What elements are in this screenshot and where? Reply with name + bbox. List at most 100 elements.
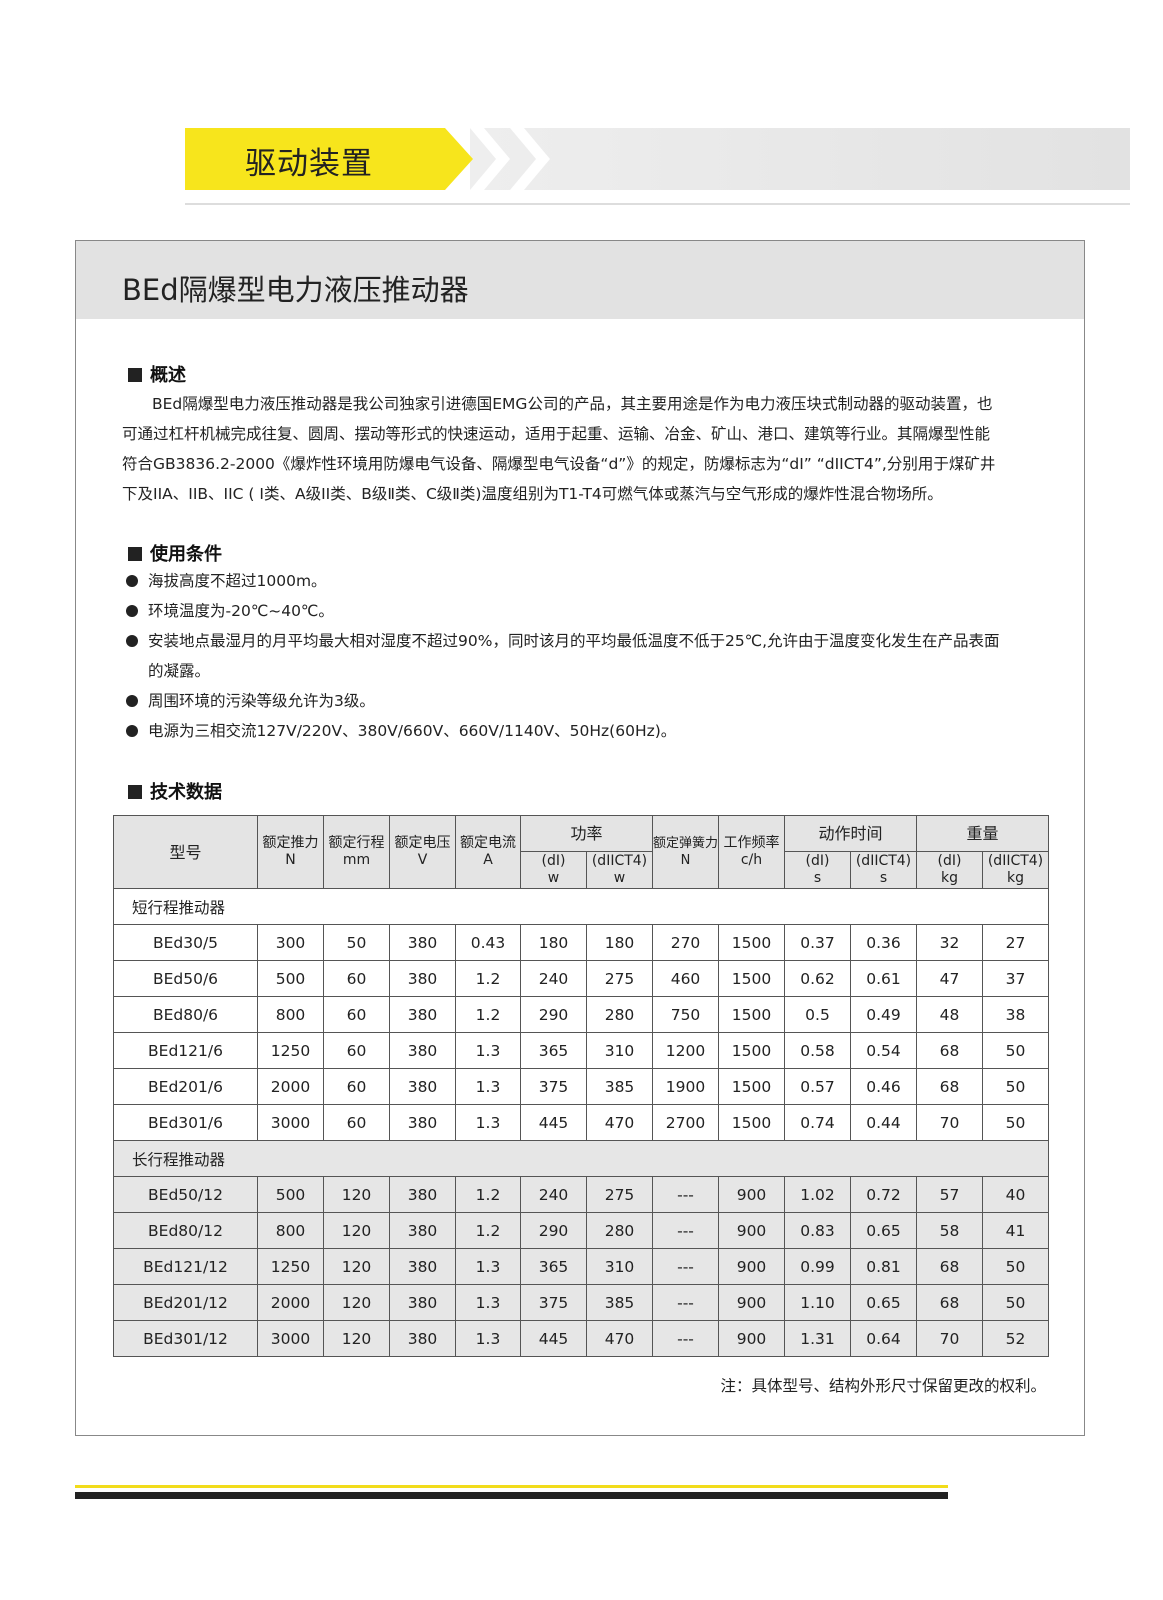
- table-cell: 1.3: [455, 1248, 521, 1285]
- table-cell: 2700: [652, 1104, 719, 1141]
- list-item: 周围环境的污染等级允许为3级。: [126, 686, 1006, 716]
- header-weight-dI: (dI) kg: [916, 851, 983, 889]
- table-cell: 0.83: [784, 1212, 851, 1249]
- table-cell: 300: [257, 924, 324, 961]
- table-cell: 120: [323, 1284, 390, 1321]
- header-spring: 额定弹簧力 N: [652, 815, 719, 889]
- table-cell: 68: [916, 1068, 983, 1105]
- table-cell: ---: [652, 1212, 719, 1249]
- chevron-icon: [470, 128, 510, 190]
- table-cell: 0.74: [784, 1104, 851, 1141]
- table-cell: 0.62: [784, 960, 851, 997]
- table-cell: 310: [586, 1248, 653, 1285]
- table-cell: 0.64: [850, 1320, 917, 1357]
- table-cell: 120: [323, 1212, 390, 1249]
- table-cell: 500: [257, 1176, 324, 1213]
- banner-arrow: [445, 128, 473, 190]
- header-freq: 工作频率 c/h: [718, 815, 785, 889]
- table-cell: 900: [718, 1320, 785, 1357]
- list-item: 电源为三相交流127V/220V、380V/660V、660V/1140V、50…: [126, 716, 1006, 746]
- table-cell: 50: [982, 1248, 1049, 1285]
- table-cell: 0.65: [850, 1212, 917, 1249]
- table-cell: 750: [652, 996, 719, 1033]
- table-cell: 380: [389, 1212, 456, 1249]
- table-cell: 0.5: [784, 996, 851, 1033]
- header-time-dIICT4: (dIICT4) s: [850, 851, 917, 889]
- table-cell: 380: [389, 1320, 456, 1357]
- overview-heading: 概述: [128, 361, 186, 387]
- group-label: 短行程推动器: [113, 888, 1049, 925]
- tech-data-table: 型号 额定推力 N 额定行程 mm 额定电压 V 额定电流 A 功率 额定弹簧力 N 工作…: [113, 815, 1049, 1357]
- table-cell: 1.3: [455, 1320, 521, 1357]
- table-cell: 900: [718, 1248, 785, 1285]
- list-item: 安装地点最湿月的月平均最大相对湿度不超过90%，同时该月的平均最低温度不低于25…: [126, 626, 1006, 686]
- footnote: 注：具体型号、结构外形尺寸保留更改的权利。: [720, 1377, 1046, 1395]
- model-cell: BEd30/5: [113, 924, 258, 961]
- header-current: 额定电流 A: [455, 815, 521, 889]
- table-cell: 1500: [718, 996, 785, 1033]
- table-cell: 1.10: [784, 1284, 851, 1321]
- table-cell: 0.72: [850, 1176, 917, 1213]
- table-cell: 470: [586, 1104, 653, 1141]
- table-cell: 0.57: [784, 1068, 851, 1105]
- table-cell: 1.31: [784, 1320, 851, 1357]
- table-cell: 1250: [257, 1248, 324, 1285]
- table-cell: 60: [323, 960, 390, 997]
- table-cell: 1500: [718, 924, 785, 961]
- model-cell: BEd80/6: [113, 996, 258, 1033]
- table-cell: 375: [520, 1284, 587, 1321]
- table-cell: 3000: [257, 1104, 324, 1141]
- banner-background: [470, 128, 1130, 190]
- table-row: BEd80/6 800 60 380 1.2 290 280 750 1500 0.5 0.49 48…: [113, 996, 1049, 1033]
- table-cell: 58: [916, 1212, 983, 1249]
- table-cell: 1500: [718, 960, 785, 997]
- table-cell: 32: [916, 924, 983, 961]
- conditions-list: 海拔高度不超过1000m。 环境温度为-20℃~40℃。 安装地点最湿月的月平均…: [126, 566, 1006, 746]
- table-cell: 1500: [718, 1032, 785, 1069]
- table-cell: 1250: [257, 1032, 324, 1069]
- table-cell: 280: [586, 996, 653, 1033]
- table-cell: 500: [257, 960, 324, 997]
- table-cell: 1.2: [455, 996, 521, 1033]
- table-cell: 0.37: [784, 924, 851, 961]
- header-time: 动作时间: [784, 815, 917, 852]
- table-cell: 52: [982, 1320, 1049, 1357]
- model-cell: BEd50/12: [113, 1176, 258, 1213]
- header-model: 型号: [113, 815, 258, 889]
- title-band: BEd隔爆型电力液压推动器: [76, 241, 1084, 319]
- table-cell: 380: [389, 1032, 456, 1069]
- table-cell: 60: [323, 1068, 390, 1105]
- list-item: 环境温度为-20℃~40℃。: [126, 596, 1006, 626]
- table-cell: 280: [586, 1212, 653, 1249]
- table-cell: 800: [257, 996, 324, 1033]
- square-bullet-icon: [128, 368, 142, 382]
- table-cell: 0.43: [455, 924, 521, 961]
- table-cell: 27: [982, 924, 1049, 961]
- table-row: BEd80/12 800 120 380 1.2 290 280 --- 900 0.83 0.65…: [113, 1212, 1049, 1249]
- table-cell: 310: [586, 1032, 653, 1069]
- square-bullet-icon: [128, 785, 142, 799]
- model-cell: BEd121/12: [113, 1248, 258, 1285]
- header-power-dI: (dI) w: [520, 851, 587, 889]
- square-bullet-icon: [128, 547, 142, 561]
- footer-yellow-rule: [75, 1485, 948, 1488]
- table-cell: 60: [323, 1032, 390, 1069]
- table-cell: ---: [652, 1320, 719, 1357]
- table-cell: 380: [389, 1248, 456, 1285]
- model-cell: BEd301/6: [113, 1104, 258, 1141]
- table-cell: 380: [389, 1176, 456, 1213]
- table-cell: 70: [916, 1104, 983, 1141]
- table-cell: 38: [982, 996, 1049, 1033]
- header-weight-dIICT4: (dIICT4) kg: [982, 851, 1049, 889]
- overview-text: BEd隔爆型电力液压推动器是我公司独家引进德国EMG公司的产品，其主要用途是作为…: [122, 395, 996, 503]
- table-cell: 1900: [652, 1068, 719, 1105]
- table-cell: 1.2: [455, 1176, 521, 1213]
- table-row: BEd121/12 1250 120 380 1.3 365 310 --- 900 0.99 0.…: [113, 1248, 1049, 1285]
- conditions-heading: 使用条件: [128, 540, 222, 566]
- header-stroke: 额定行程 mm: [323, 815, 390, 889]
- table-row: BEd301/6 3000 60 380 1.3 445 470 2700 1500 0.74 0.…: [113, 1104, 1049, 1141]
- table-cell: 68: [916, 1248, 983, 1285]
- table-cell: 2000: [257, 1284, 324, 1321]
- table-cell: 0.81: [850, 1248, 917, 1285]
- table-cell: 1200: [652, 1032, 719, 1069]
